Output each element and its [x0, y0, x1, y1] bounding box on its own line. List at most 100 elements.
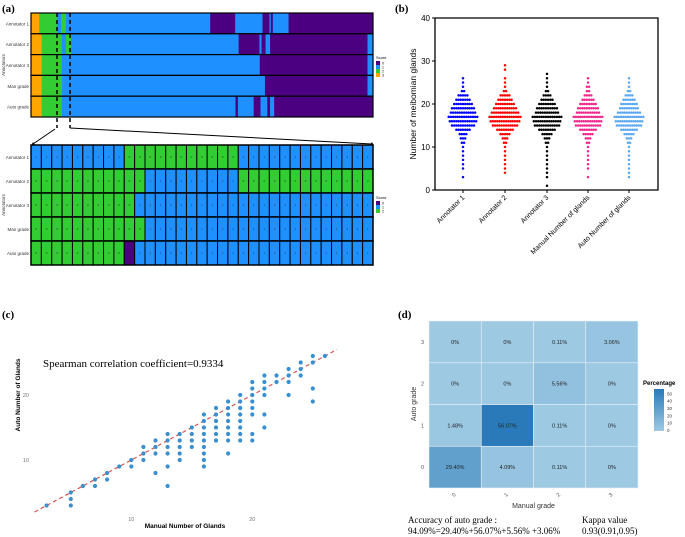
zoom-cell-value: 2: [139, 227, 141, 231]
data-point: [457, 102, 460, 106]
row-label: Annotator 2: [6, 179, 30, 184]
data-point: [165, 464, 170, 469]
data-point: [539, 119, 542, 123]
data-point: [598, 115, 602, 119]
legend-label: 0: [382, 202, 384, 206]
data-point: [555, 115, 559, 119]
data-point: [536, 119, 540, 123]
data-point: [557, 115, 561, 119]
data-point: [628, 115, 632, 119]
data-point: [546, 141, 550, 144]
zoom-cell-value: 2: [284, 179, 286, 183]
data-point: [586, 158, 590, 162]
data-point: [637, 124, 641, 127]
zoom-cell-value: 2: [46, 179, 48, 183]
zoom-cell-value: 2: [118, 251, 120, 255]
data-point: [551, 107, 554, 110]
data-point: [298, 360, 303, 365]
data-point: [503, 150, 507, 153]
data-point: [585, 102, 589, 106]
data-point: [551, 128, 554, 132]
data-point: [213, 438, 219, 443]
legend-label: 1: [382, 206, 384, 210]
cell-label: 0%: [451, 382, 459, 388]
data-point: [153, 444, 158, 450]
data-point: [576, 115, 580, 119]
zoom-cell-value: 1: [222, 179, 224, 183]
data-point: [298, 366, 303, 372]
data-point: [501, 98, 505, 101]
data-point: [262, 425, 267, 430]
data-point: [545, 158, 549, 162]
zoom-cell-value: 2: [66, 227, 68, 231]
data-point: [494, 102, 498, 106]
zoom-cell-value: 1: [212, 179, 214, 183]
data-point: [141, 451, 146, 456]
data-point: [614, 119, 618, 123]
data-point: [615, 124, 619, 127]
data-point: [538, 128, 541, 132]
data-point: [583, 115, 586, 119]
data-point: [622, 124, 625, 127]
x-tick-label: Annotator 2: [478, 194, 509, 225]
data-point: [470, 124, 474, 127]
data-point: [560, 115, 563, 119]
data-point: [623, 132, 626, 136]
data-point: [587, 102, 591, 106]
data-point: [627, 154, 631, 157]
data-point: [461, 94, 465, 97]
data-point: [634, 111, 637, 114]
panel-a: Annotator 1 Annotator 2 Annotator 3 Man gra…: [1, 12, 387, 266]
data-point: [627, 167, 631, 170]
data-point: [585, 98, 589, 101]
data-point: [549, 102, 552, 106]
data-point: [546, 115, 550, 119]
data-point: [546, 89, 550, 93]
data-point: [586, 137, 590, 140]
data-point: [543, 119, 547, 123]
y-tick-label: 0: [426, 186, 431, 195]
data-point: [545, 175, 549, 179]
data-point: [597, 111, 601, 114]
data-point: [542, 102, 545, 106]
data-point: [594, 124, 597, 127]
cell-label: 29.40%: [446, 465, 465, 471]
data-point: [189, 444, 194, 450]
data-point: [582, 119, 585, 123]
overview-segment: [65, 33, 72, 55]
data-point: [582, 132, 585, 136]
data-point: [129, 457, 134, 463]
cell-label: 0.11%: [552, 340, 567, 346]
data-point: [497, 107, 500, 110]
data-point: [503, 107, 507, 110]
cell-label: 1.48%: [447, 423, 463, 429]
zoom-cell-value: 2: [98, 179, 100, 183]
data-point: [583, 98, 586, 101]
data-point: [623, 111, 626, 114]
data-point: [546, 107, 550, 110]
data-point: [459, 102, 463, 106]
data-point: [498, 128, 501, 132]
zoom-cell-value: 1: [232, 179, 234, 183]
data-point: [458, 115, 461, 119]
data-point: [533, 115, 537, 119]
data-point: [536, 111, 540, 114]
data-point: [497, 111, 500, 114]
data-point: [554, 111, 558, 114]
data-point: [535, 115, 539, 119]
zoom-cell-value: 1: [180, 251, 182, 255]
data-point: [581, 124, 584, 127]
data-point: [448, 119, 452, 123]
data-point: [586, 132, 590, 136]
data-point: [535, 107, 539, 110]
data-point: [544, 141, 548, 144]
data-point: [501, 102, 505, 106]
data-point: [552, 119, 555, 123]
data-point: [597, 119, 601, 123]
data-point: [632, 132, 635, 136]
data-point: [213, 431, 219, 437]
data-point: [286, 379, 291, 385]
overview-segment: [238, 33, 260, 55]
data-point: [556, 119, 560, 123]
zoom-cell-value: 1: [160, 227, 162, 231]
